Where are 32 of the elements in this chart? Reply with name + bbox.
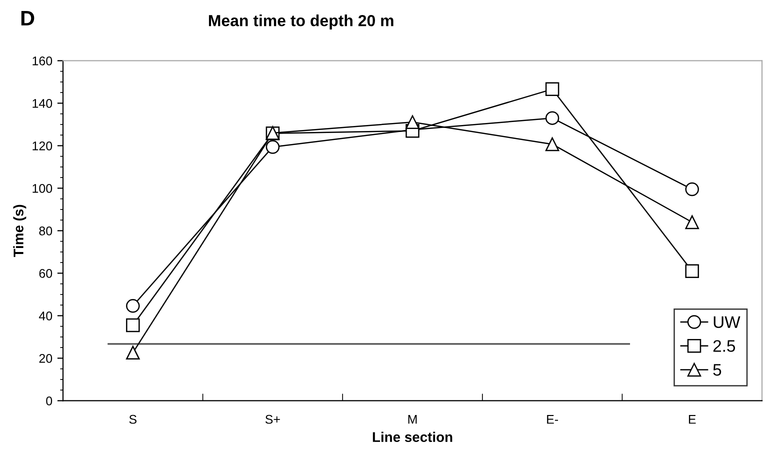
y-tick-label: 0 xyxy=(46,396,52,406)
x-tick-label: S xyxy=(129,414,136,424)
y-tick-label: 140 xyxy=(32,99,52,108)
point xyxy=(685,264,699,278)
x-tick-label: M xyxy=(408,415,417,424)
y-tick-label: 60 xyxy=(39,269,52,278)
y-axis-title: Time (s) xyxy=(13,204,26,258)
legend-label: 5 xyxy=(713,364,722,376)
y-tick-label: 160 xyxy=(32,56,52,66)
point xyxy=(685,182,699,196)
point xyxy=(685,215,699,230)
point xyxy=(266,140,280,154)
x-tick-label: E xyxy=(688,415,696,424)
legend-label: 2.5 xyxy=(713,340,736,352)
y-tick-label: 40 xyxy=(38,312,52,320)
y-tick-label: 100 xyxy=(32,184,52,193)
text: D xyxy=(21,11,34,26)
point xyxy=(126,346,140,360)
x-tick-label: E- xyxy=(547,415,558,424)
y-tick-label: 120 xyxy=(32,142,52,150)
point xyxy=(406,115,420,129)
point xyxy=(126,318,140,332)
point xyxy=(545,111,560,125)
chart-title: Mean time to depth 20 m xyxy=(208,14,394,30)
x-axis-title: Line section xyxy=(372,432,452,442)
point xyxy=(545,137,560,152)
legend-label: UW xyxy=(714,316,740,328)
x-tick-label: S+ xyxy=(265,414,280,424)
point xyxy=(545,82,560,96)
y-tick-label: 20 xyxy=(39,354,52,363)
y-tick-label: 80 xyxy=(39,226,52,236)
point xyxy=(126,299,140,313)
